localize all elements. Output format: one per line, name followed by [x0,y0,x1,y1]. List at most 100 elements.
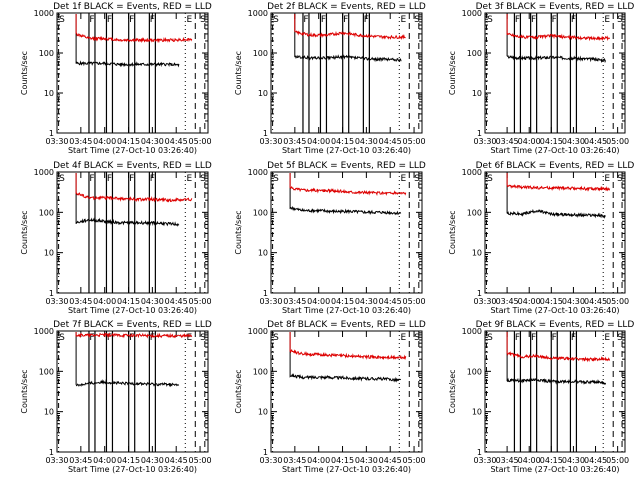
lld-series-line [75,332,193,339]
x-tick-label: 03:45 [283,456,306,465]
end-marker-label: E [604,333,610,343]
y-tick-label: 10 [44,408,54,417]
events-series-line [506,332,607,386]
y-axis-label: Counts/sec [234,369,243,413]
x-tick-label: 04:00 [93,137,116,146]
end-marker-label: E [400,174,406,184]
x-tick-label: 03:45 [283,137,306,146]
x-tick-label: 04:30 [355,297,378,306]
y-tick-label: 1000 [248,9,268,18]
lld-series-line [289,173,407,196]
plot-frame [484,12,626,134]
x-tick-label: 04:00 [307,456,330,465]
x-tick-label: 04:15 [117,456,140,465]
panel-title: Det 9f BLACK = Events, RED = LLD [476,320,635,330]
y-tick-label: 10 [472,408,482,417]
panel-det-9: Det 9f BLACK = Events, RED = LLD 1 10 100 10… [448,320,634,474]
x-tick-label: 04:15 [117,137,140,146]
x-tick-label: 05:00 [606,456,629,465]
x-tick-label: 04:45 [165,297,188,306]
end-marker-label: E [186,174,192,184]
y-tick-label: 1000 [248,168,268,177]
start-marker-label: S [273,15,279,25]
end-marker-label: E [186,333,192,343]
start-marker-label: S [273,174,279,184]
events-series-line [289,332,402,383]
panel-det-6: Det 6f BLACK = Events, RED = LLD 1 10 100 10… [448,161,634,315]
y-tick-label: 10 [258,249,268,258]
x-axis-label: Start Time (27-Oct-10 03:26:40) [490,306,619,315]
second-start-marker-label: S [414,333,420,343]
start-marker-label: S [59,333,65,343]
panel-title: Det 4f BLACK = Events, RED = LLD [53,161,212,171]
x-tick-label: 03:30 [259,297,282,306]
x-tick-label: 04:00 [518,137,541,146]
flag-marker-label: F [129,15,134,25]
panel-det-7: Det 7f BLACK = Events, RED = LLD 1 10 100 10… [20,320,212,474]
x-tick-label: 04:15 [117,297,140,306]
x-tick-label: 05:00 [606,137,629,146]
x-tick-label: 04:45 [379,297,402,306]
x-tick-label: 03:45 [69,297,92,306]
end-marker-label: E [400,333,406,343]
lld-series-line [506,173,611,192]
x-tick-label: 04:00 [307,297,330,306]
y-tick-label: 10 [258,408,268,417]
plot-frame [270,171,423,294]
y-tick-label: 1 [477,448,482,457]
panel-det-8: Det 8f BLACK = Events, RED = LLD 1 10 100 10… [234,320,426,474]
flag-marker-label: F [515,333,520,343]
second-start-marker-label: S [200,15,206,25]
x-tick-label: 04:00 [518,456,541,465]
y-tick-label: 10 [44,89,54,98]
plot-frame [56,171,209,294]
flag-marker-label: F [364,15,369,25]
y-axis-label: Counts/sec [234,210,243,254]
flag-marker-label: F [343,15,348,25]
flag-marker-label: F [107,15,112,25]
x-tick-label: 03:45 [496,297,519,306]
flag-marker-label: F [552,333,557,343]
x-tick-label: 04:15 [331,297,354,306]
events-series-line [75,173,180,227]
panel-title: Det 5f BLACK = Events, RED = LLD [267,161,426,171]
y-axis-label: Counts/sec [448,210,457,254]
x-axis-label: Start Time (27-Oct-10 03:26:40) [282,465,411,474]
flag-marker-label: F [150,15,155,25]
x-tick-label: 04:45 [584,137,607,146]
panel-det-3: Det 3f BLACK = Events, RED = LLD 1 10 100 10… [448,2,634,155]
x-tick-label: 04:00 [518,297,541,306]
events-series-line [294,14,402,63]
plot-frame [484,330,626,453]
lld-series-line [75,14,193,44]
y-tick-label: 100 [467,367,482,376]
x-tick-label: 05:00 [606,297,629,306]
y-tick-label: 1 [49,448,54,457]
x-tick-label: 03:30 [473,297,496,306]
x-tick-label: 05:00 [403,137,426,146]
x-axis-label: Start Time (27-Oct-10 03:26:40) [490,465,619,474]
y-tick-label: 100 [39,367,54,376]
flag-marker-label: F [107,174,112,184]
flag-marker-label: F [321,15,326,25]
x-tick-label: 04:30 [141,297,164,306]
y-axis-label: Counts/sec [234,51,243,95]
x-tick-label: 03:45 [496,137,519,146]
y-tick-label: 1000 [34,9,54,18]
start-marker-label: S [487,15,493,25]
x-tick-label: 03:30 [45,456,68,465]
y-tick-label: 1 [49,129,54,138]
flag-marker-label: F [89,333,94,343]
x-axis-label: Start Time (27-Oct-10 03:26:40) [68,306,197,315]
y-tick-label: 1000 [34,327,54,336]
y-axis-label: Counts/sec [448,51,457,95]
x-tick-label: 05:00 [189,297,212,306]
panel-title: Det 3f BLACK = Events, RED = LLD [476,2,635,12]
x-tick-label: 04:15 [540,297,563,306]
flag-marker-label: F [303,15,308,25]
y-tick-label: 1 [477,129,482,138]
y-tick-label: 100 [253,367,268,376]
y-axis-label: Counts/sec [448,369,457,413]
y-tick-label: 100 [253,208,268,217]
y-tick-label: 1000 [34,168,54,177]
